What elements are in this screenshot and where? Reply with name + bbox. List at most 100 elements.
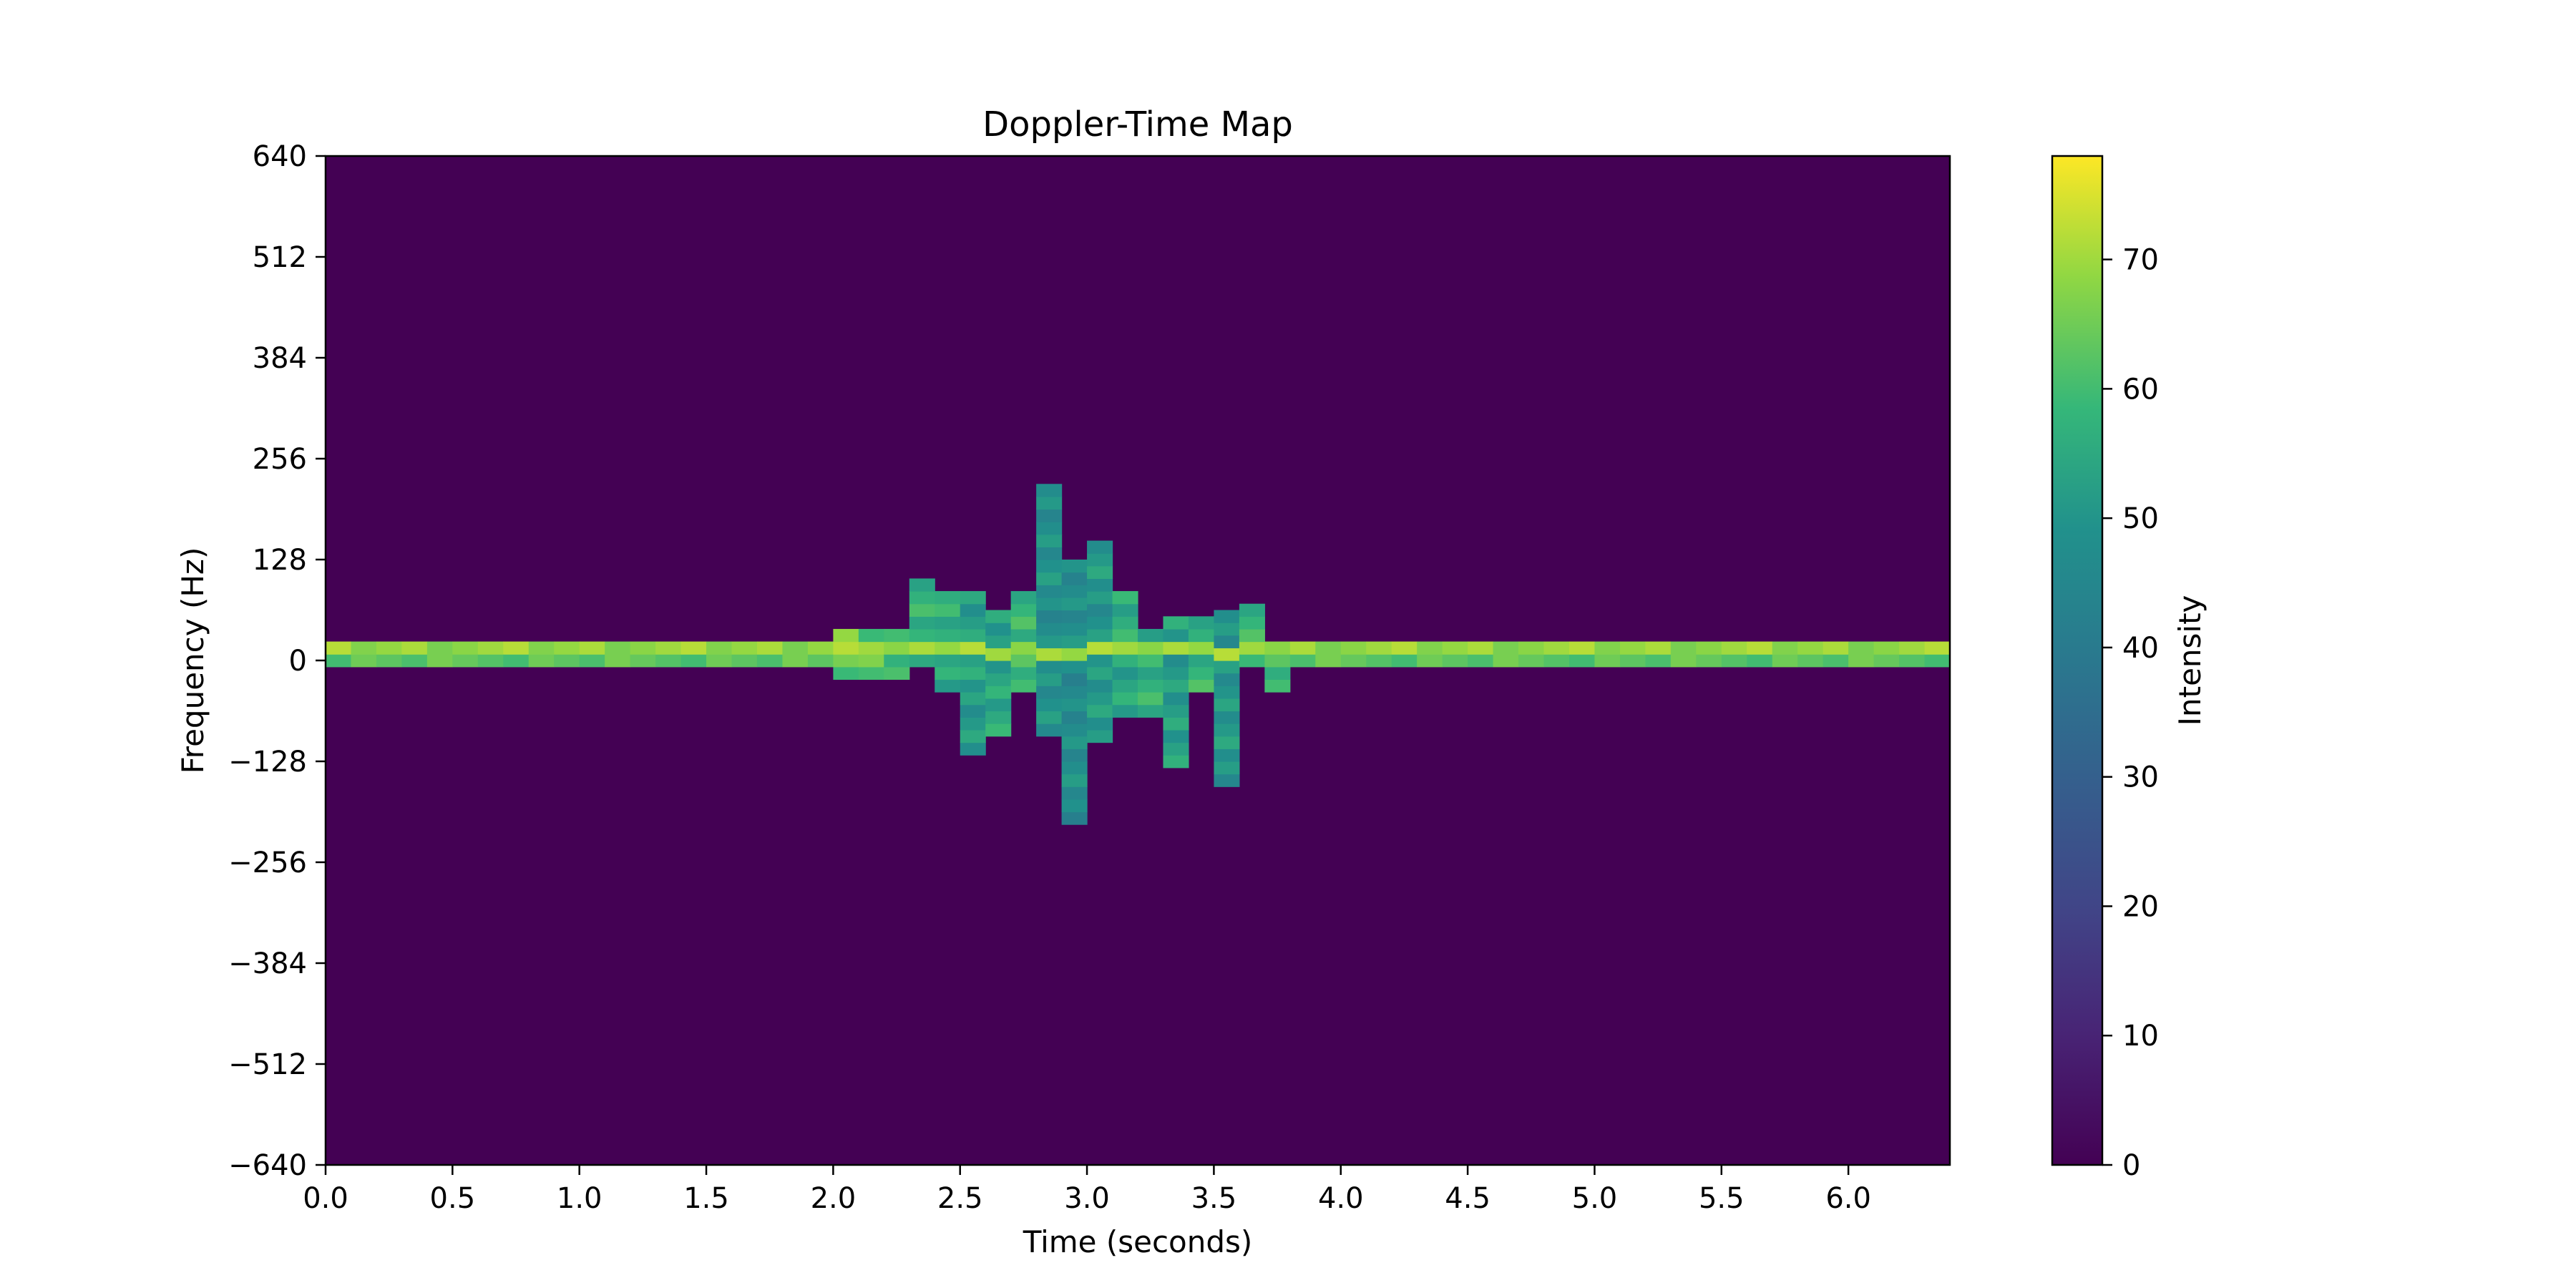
heatmap-cell xyxy=(935,616,961,630)
heatmap-cell xyxy=(1619,641,1646,655)
heatmap-cell xyxy=(1163,692,1189,706)
heatmap-cell xyxy=(1214,648,1240,661)
heatmap-cell xyxy=(1214,673,1240,686)
x-tick-label: 2.0 xyxy=(811,1182,857,1215)
heatmap-cell xyxy=(1214,748,1240,762)
heatmap-cell xyxy=(1036,623,1063,636)
x-tick-label: 5.5 xyxy=(1699,1182,1745,1215)
heatmap-cell xyxy=(1138,654,1164,668)
y-axis: 640 512 384 256 128 0 −128 −256 −384 −512 −640 xyxy=(228,140,326,1182)
heatmap-cell xyxy=(909,616,935,630)
heatmap-cell xyxy=(1061,635,1088,648)
heatmap-cell xyxy=(756,654,784,668)
heatmap-cell xyxy=(605,641,631,655)
heatmap-cell xyxy=(1340,641,1367,655)
heatmap-cell xyxy=(706,641,733,655)
heatmap-cell xyxy=(630,654,656,668)
heatmap-cell xyxy=(1061,660,1088,674)
colorbar-tick-label: 70 xyxy=(2122,244,2159,277)
heatmap-cell xyxy=(1036,534,1063,547)
y-tick-label: 512 xyxy=(253,241,307,274)
heatmap-cell xyxy=(1087,603,1113,617)
heatmap-cell xyxy=(1543,641,1570,655)
heatmap-cell xyxy=(985,610,1012,623)
heatmap-cell xyxy=(1188,641,1215,655)
heatmap-cell xyxy=(1289,654,1316,668)
heatmap-cell xyxy=(1036,572,1063,585)
colorbar-axis: 0 10 20 30 40 50 60 70 xyxy=(2102,244,2159,1182)
heatmap-cell xyxy=(1823,654,1849,668)
heatmap-cell xyxy=(1214,711,1240,724)
y-axis-label: Frequency (Hz) xyxy=(175,547,210,774)
heatmap-cell xyxy=(960,729,986,743)
heatmap-cell xyxy=(1214,698,1240,712)
heatmap-cell xyxy=(1366,654,1392,668)
heatmap-cell xyxy=(1061,774,1088,787)
heatmap-cell xyxy=(960,742,986,756)
heatmap-cell xyxy=(579,654,605,668)
y-tick-label: −384 xyxy=(228,947,307,980)
heatmap-cell xyxy=(1594,641,1621,655)
heatmap-cell xyxy=(884,641,910,655)
heatmap-cell xyxy=(985,711,1012,724)
heatmap-cell xyxy=(909,578,935,592)
heatmap-cell xyxy=(1112,679,1138,693)
y-tick-label: 384 xyxy=(253,342,307,375)
heatmap-cell xyxy=(1036,496,1063,510)
heatmap-cell xyxy=(985,648,1012,661)
heatmap-cell xyxy=(1493,654,1519,668)
heatmap-cell xyxy=(1010,679,1037,693)
heatmap-cell xyxy=(1163,616,1189,630)
heatmap-cell xyxy=(1010,641,1037,655)
heatmap-cell xyxy=(1010,616,1037,630)
x-tick-label: 1.0 xyxy=(557,1182,602,1215)
heatmap-cell xyxy=(1036,560,1063,573)
y-tick-label: 640 xyxy=(253,140,307,173)
heatmap-cell xyxy=(1264,679,1291,693)
heatmap-cell xyxy=(1568,654,1596,668)
heatmap-cell xyxy=(1112,692,1138,706)
x-tick-label: 4.5 xyxy=(1445,1182,1491,1215)
heatmap-cell xyxy=(731,641,758,655)
colorbar-tick-label: 10 xyxy=(2122,1020,2159,1053)
heatmap-cell xyxy=(1010,666,1037,680)
heatmap-cell xyxy=(1214,623,1240,636)
heatmap-cell xyxy=(1061,597,1088,611)
y-tick-label: −256 xyxy=(228,847,307,879)
heatmap-plot-area xyxy=(326,156,1951,1165)
heatmap-cell xyxy=(1061,686,1088,699)
heatmap-cell xyxy=(935,591,961,605)
heatmap-cell xyxy=(1214,660,1240,674)
heatmap-cell xyxy=(1340,654,1367,668)
heatmap-cell xyxy=(605,654,631,668)
heatmap-cell xyxy=(426,654,453,668)
heatmap-cell xyxy=(909,603,935,617)
heatmap-cell xyxy=(1924,654,1951,668)
heatmap-cell xyxy=(1899,654,1926,668)
heatmap-cell xyxy=(1138,666,1164,680)
heatmap-cell xyxy=(1061,811,1088,825)
heatmap-cell xyxy=(426,641,453,655)
heatmap-cell xyxy=(909,654,935,668)
heatmap-cell xyxy=(1214,686,1240,699)
heatmap-cell xyxy=(782,641,809,655)
heatmap-cell xyxy=(1214,736,1240,749)
heatmap-cell xyxy=(1061,736,1088,749)
heatmap-cell xyxy=(1239,628,1265,643)
x-tick-label: 0.0 xyxy=(303,1182,348,1215)
heatmap-cell xyxy=(1239,616,1265,630)
heatmap-cell xyxy=(1112,591,1138,605)
heatmap-cell xyxy=(1061,610,1088,623)
heatmap-cell xyxy=(1214,635,1240,648)
heatmap-cell xyxy=(1493,641,1519,655)
heatmap-cell xyxy=(1061,623,1088,636)
heatmap-cell xyxy=(884,654,910,668)
heatmap-cell xyxy=(1568,641,1596,655)
x-tick-label: 0.5 xyxy=(430,1182,476,1215)
heatmap-cell xyxy=(1036,698,1063,712)
heatmap-cell xyxy=(1087,565,1113,580)
heatmap-cell xyxy=(1036,660,1063,674)
heatmap-cell xyxy=(1163,679,1189,693)
heatmap-cell xyxy=(1163,654,1189,668)
